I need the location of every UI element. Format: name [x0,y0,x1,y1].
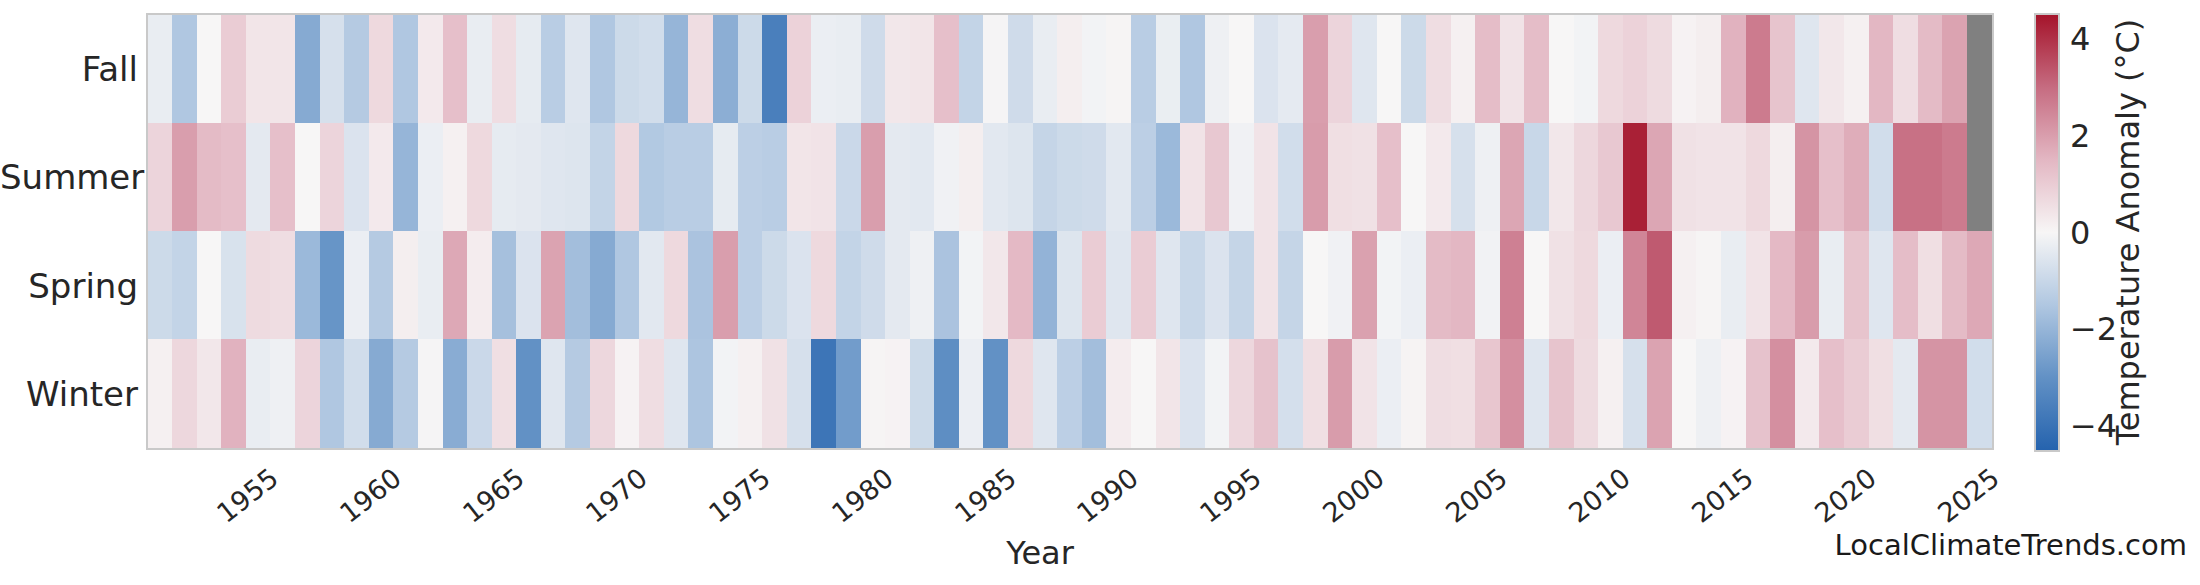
y-tick-label: Spring [0,269,138,303]
colorbar-tick-label: 0 [2070,214,2090,252]
x-tick-label: 1965 [400,462,529,573]
x-tick-label: 1975 [646,462,775,573]
watermark-text: LocalClimateTrends.com [1835,528,2187,562]
x-tick-label: 1995 [1138,462,1267,573]
colorbar [2034,13,2060,452]
colorbar-tick-label: 2 [2070,117,2090,155]
figure: FallSummerSpringWinter 19551960196519701… [0,0,2200,585]
x-tick-label: 2005 [1384,462,1513,573]
x-axis-label: Year [1006,534,1074,572]
y-tick-label: Summer [0,160,138,194]
x-tick-label: 1970 [523,462,652,573]
x-tick-label: 2010 [1507,462,1636,573]
x-tick-label: 1960 [278,462,407,573]
colorbar-label: Temperature Anomaly (°C) [2109,19,2147,446]
colorbar-tick-label: 4 [2070,20,2090,58]
y-tick-label: Fall [0,52,138,86]
x-tick-label: 1985 [892,462,1021,573]
x-tick-label: 2000 [1261,462,1390,573]
x-tick-label: 1955 [155,462,284,573]
colorbar-gradient [2036,15,2058,450]
x-tick-label: 2015 [1630,462,1759,573]
y-tick-label: Winter [0,377,138,411]
x-tick-label: 1980 [769,462,898,573]
heatmap-plot [146,13,1994,450]
heatmap-canvas [148,15,1992,448]
